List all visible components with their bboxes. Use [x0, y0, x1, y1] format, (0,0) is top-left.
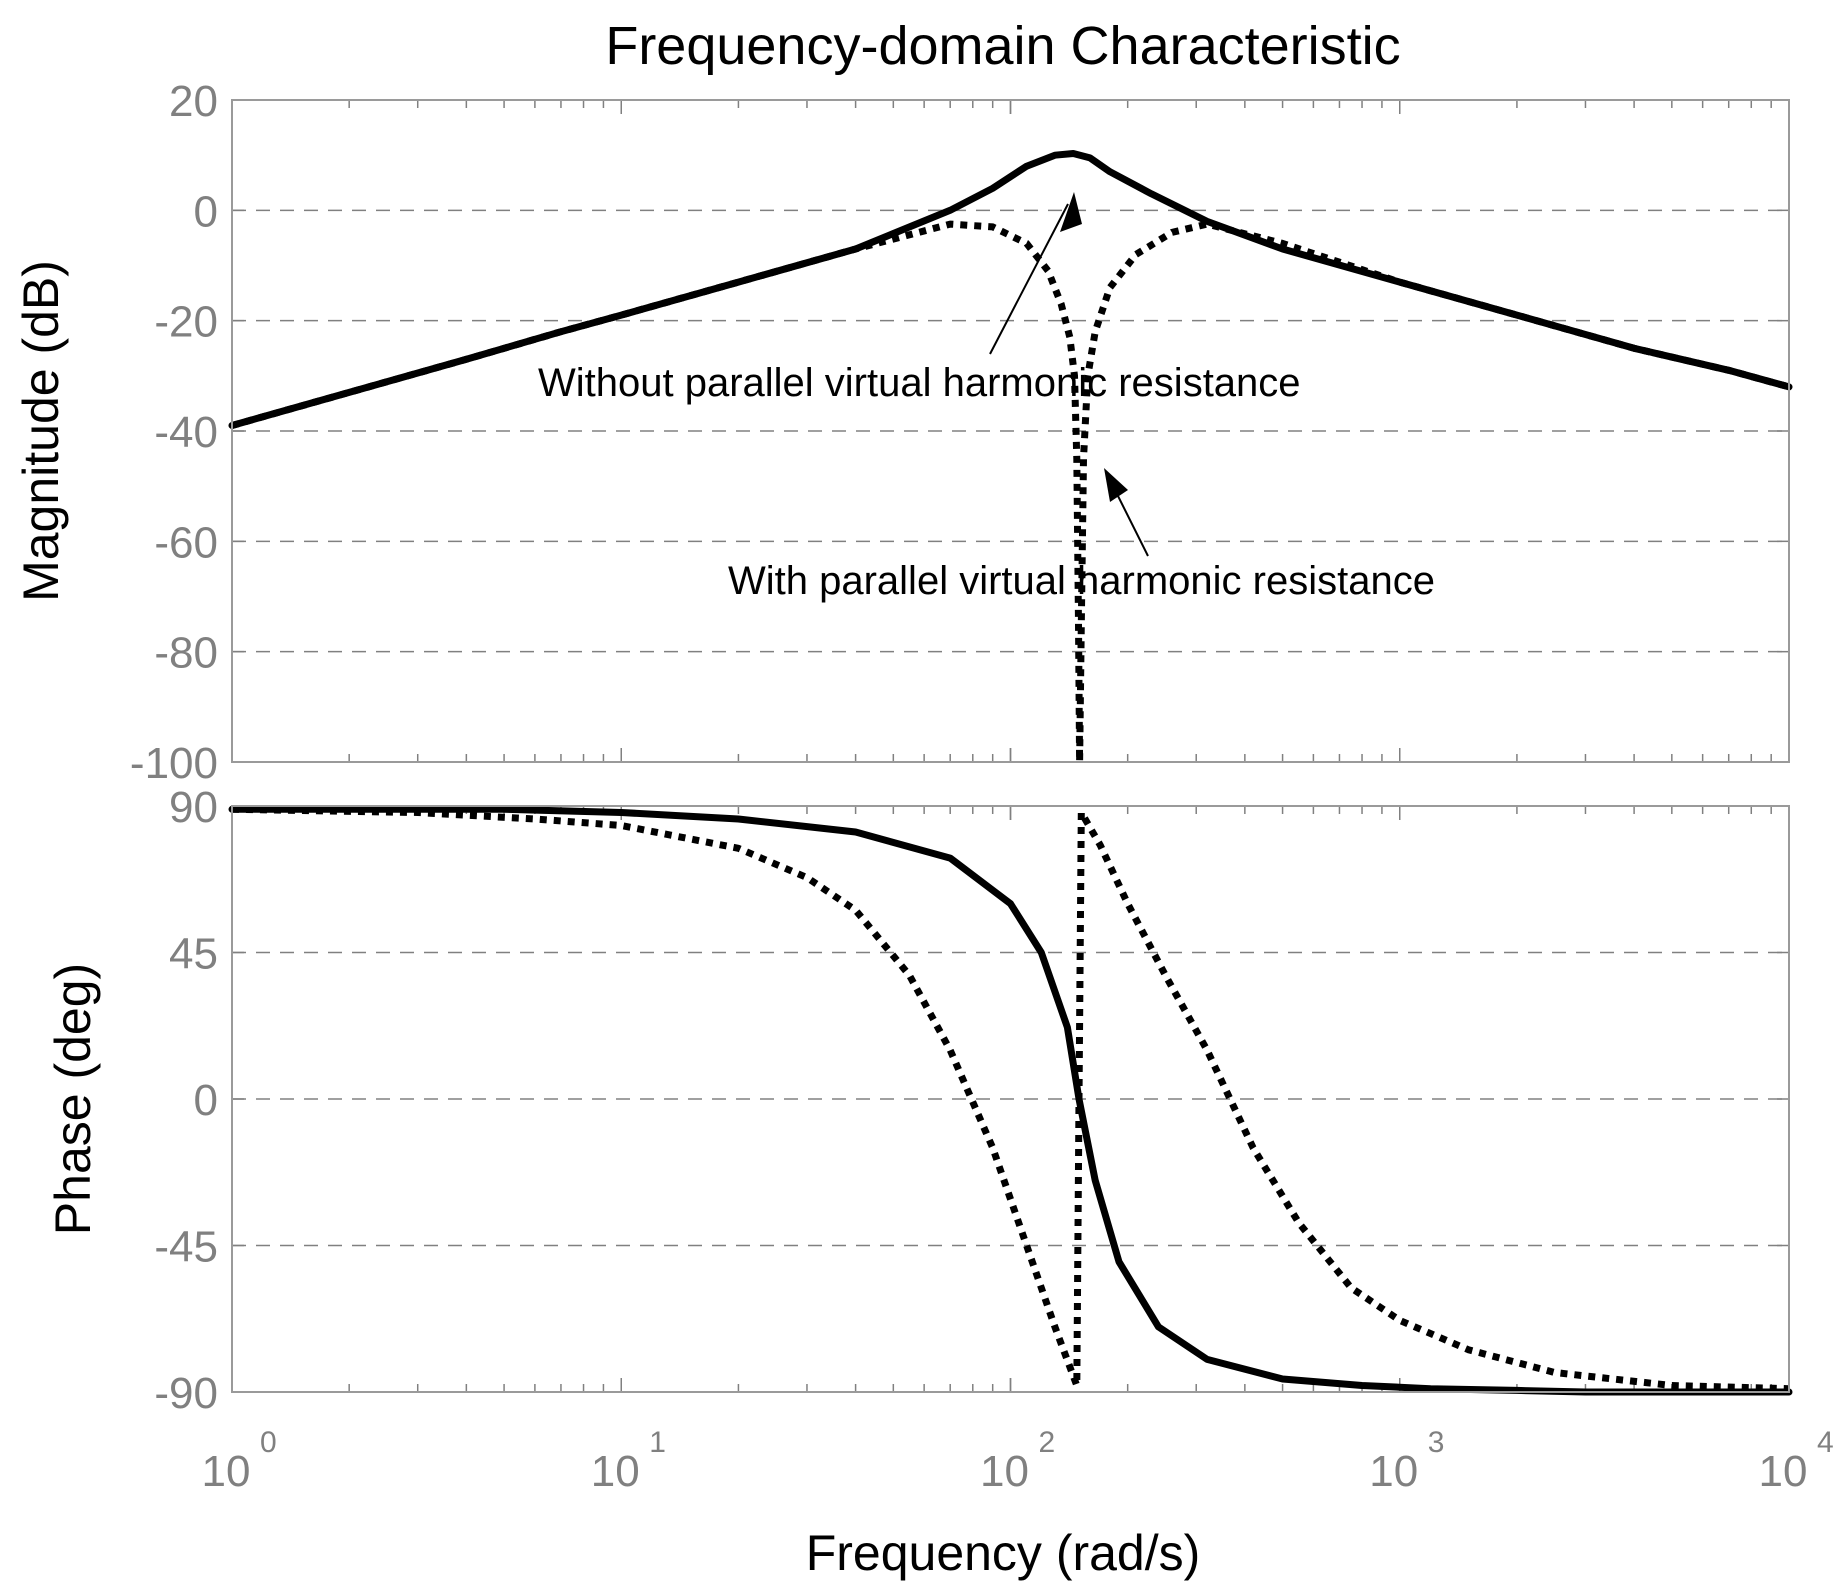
phase-series-group	[228, 805, 1793, 1396]
chart-title: Frequency-domain Characteristic	[605, 16, 1400, 76]
x-tick-exponent-3: 3	[1428, 1426, 1445, 1459]
phase-panel: 90 45 0 -45 -90 Phase (deg)	[45, 783, 1793, 1418]
magnitude-y-tick-label-0: 20	[169, 77, 218, 126]
annotation-with-label: With parallel virtual harmonic resistanc…	[728, 559, 1435, 603]
phase-grid	[231, 805, 1790, 1393]
phase-y-axis-title: Phase (deg)	[45, 963, 101, 1235]
magnitude-y-ticks: 20 0 -20 -40 -60 -80 -100	[130, 77, 218, 788]
magnitude-y-tick-label-2: -20	[154, 298, 218, 347]
x-tick-exponent-0: 0	[260, 1426, 277, 1459]
x-tick-label-3: 10	[1369, 1447, 1418, 1496]
x-tick-exponent-4: 4	[1817, 1426, 1834, 1459]
x-tick-exponent-2: 2	[1039, 1426, 1056, 1459]
phase-y-tick-label-3: -45	[154, 1223, 218, 1272]
phase-series-with-resistance	[231, 805, 1790, 1393]
annotations-group: Without parallel virtual harmonic resist…	[538, 192, 1435, 603]
magnitude-y-tick-label-1: 0	[194, 187, 218, 236]
annotation-arrow-with-head	[1104, 468, 1128, 502]
magnitude-y-tick-label-5: -80	[154, 629, 218, 678]
x-tick-label-0: 10	[202, 1447, 251, 1496]
magnitude-y-axis-title: Magnitude (dB)	[13, 260, 69, 602]
annotation-without-label: Without parallel virtual harmonic resist…	[538, 361, 1301, 405]
magnitude-plot-frame	[231, 99, 1790, 763]
magnitude-y-tick-label-4: -60	[154, 518, 218, 567]
magnitude-series-with-resistance	[231, 220, 1790, 766]
phase-y-tick-label-0: 90	[169, 783, 218, 832]
x-tick-label-4: 10	[1759, 1447, 1808, 1496]
magnitude-grid	[231, 99, 1790, 763]
x-tick-labels: 10 0 10 1 10 2 10 3 10 4	[202, 1426, 1834, 1496]
x-tick-label-2: 10	[980, 1447, 1029, 1496]
phase-plot-frame	[231, 805, 1790, 1393]
magnitude-panel: 20 0 -20 -40 -60 -80 -100 Magnitude (dB)	[13, 77, 1793, 788]
magnitude-y-tick-label-6: -100	[130, 739, 218, 788]
phase-y-tick-label-2: 0	[194, 1076, 218, 1125]
x-tick-label-1: 10	[591, 1447, 640, 1496]
x-axis-title: Frequency (rad/s)	[806, 1525, 1201, 1581]
phase-y-tick-label-1: 45	[169, 930, 218, 979]
phase-y-ticks: 90 45 0 -45 -90	[154, 783, 218, 1418]
phase-series-without-resistance	[228, 805, 1793, 1396]
magnitude-series-group	[228, 150, 1793, 766]
x-tick-exponent-1: 1	[649, 1426, 666, 1459]
annotation-arrow-without-head	[1060, 192, 1082, 232]
magnitude-y-tick-label-3: -40	[154, 408, 218, 457]
phase-y-tick-label-4: -90	[154, 1369, 218, 1418]
annotation-arrow-without-shaft	[989, 203, 1069, 355]
